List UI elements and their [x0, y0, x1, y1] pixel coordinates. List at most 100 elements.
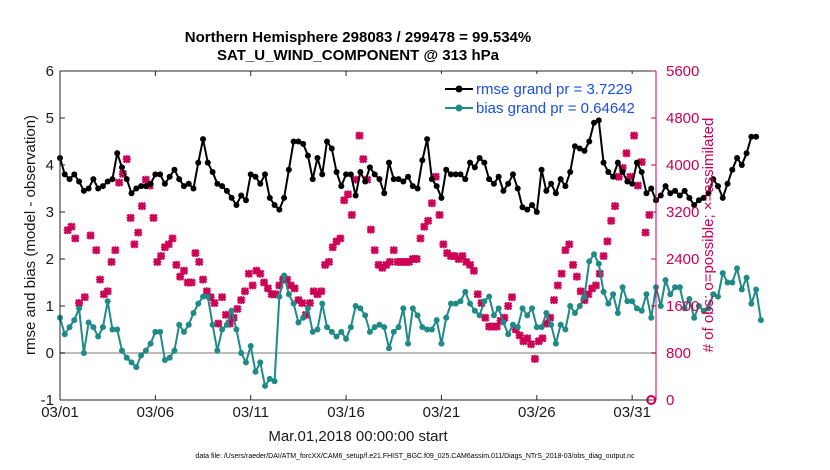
rmse-point: [209, 169, 216, 176]
legend-rmse-marker: [455, 85, 463, 93]
bias-point: [509, 321, 516, 328]
bias-point: [281, 272, 288, 279]
rmse-point: [266, 194, 273, 201]
assimilated-obs-marker: [599, 251, 608, 261]
bias-point: [571, 310, 578, 317]
rmse-point: [619, 169, 626, 176]
rmse-point: [357, 169, 364, 176]
bias-point: [195, 300, 202, 307]
right-tick-label: 4000: [666, 157, 699, 174]
bias-point: [223, 321, 230, 328]
assimilated-obs-marker: [111, 246, 120, 255]
rmse-point: [405, 173, 412, 180]
rmse-point: [281, 194, 288, 201]
assimilated-obs-marker: [576, 287, 585, 296]
bias-point: [724, 279, 731, 286]
rmse-point: [633, 159, 640, 166]
bias-point: [753, 286, 760, 293]
rmse-point: [486, 176, 493, 183]
rmse-point: [228, 194, 235, 201]
rmse-point: [76, 178, 83, 185]
right-tick-label: 1600: [666, 298, 699, 315]
assimilated-obs-marker: [633, 181, 643, 190]
rmse-point: [324, 138, 331, 145]
bias-point: [333, 333, 340, 340]
bias-point: [581, 293, 588, 300]
rmse-point: [161, 180, 168, 187]
rmse-point: [309, 176, 316, 183]
rmse-point: [104, 178, 111, 185]
assimilated-obs-marker: [385, 257, 395, 267]
rmse-point: [614, 159, 621, 166]
bias-point: [328, 328, 335, 335]
y-tick-label: 5: [46, 110, 54, 127]
assimilated-obs-marker: [240, 287, 250, 296]
bias-point: [252, 368, 259, 375]
rmse-point: [567, 169, 574, 176]
rmse-point: [748, 133, 755, 140]
rmse-point: [152, 171, 159, 178]
rmse-point: [242, 197, 249, 204]
bias-point: [123, 354, 130, 361]
bias-point: [648, 314, 655, 321]
assimilated-obs-marker: [572, 272, 581, 281]
rmse-point: [123, 176, 130, 183]
rmse-point: [390, 176, 397, 183]
assimilated-obs-marker: [74, 298, 84, 308]
x-tick-label: 03/26: [518, 404, 556, 421]
rmse-point: [133, 185, 140, 192]
bias-point: [443, 314, 450, 321]
assimilated-obs-marker: [191, 249, 200, 258]
x-tick-label: 03/16: [327, 404, 365, 421]
rmse-point: [681, 187, 688, 194]
bias-point: [691, 314, 698, 321]
bias-point: [667, 291, 674, 298]
rmse-point: [624, 178, 631, 185]
rmse-point: [648, 185, 655, 192]
rmse-point: [85, 185, 92, 192]
rmse-point: [214, 180, 221, 187]
rmse-point: [142, 183, 149, 190]
rmse-point: [667, 190, 674, 197]
bias-point: [610, 291, 617, 298]
bias-point: [324, 324, 331, 331]
rmse-point: [552, 190, 559, 197]
rmse-point: [705, 190, 712, 197]
assimilated-obs-marker: [305, 298, 314, 308]
rmse-point: [676, 192, 683, 199]
rmse-point: [271, 201, 278, 208]
right-tick-label: 5600: [666, 63, 699, 80]
bias-point: [80, 350, 87, 356]
bias-point: [362, 312, 369, 319]
bias-point: [705, 305, 712, 312]
assimilated-obs-marker: [610, 202, 620, 211]
bias-point: [629, 298, 636, 305]
rmse-point: [328, 145, 335, 152]
rmse-point: [719, 194, 726, 201]
rmse-point: [743, 150, 750, 157]
assimilated-obs-marker: [164, 240, 173, 249]
rmse-point: [257, 180, 264, 187]
assimilated-obs-marker: [557, 269, 566, 278]
bias-point: [157, 328, 164, 335]
rmse-point: [738, 162, 745, 168]
bias-point: [591, 251, 598, 258]
rmse-point: [424, 136, 431, 143]
bias-point: [519, 305, 526, 312]
bias-line: [59, 252, 762, 389]
bias-point: [304, 305, 311, 312]
rmse-point: [90, 176, 97, 183]
rmse-point: [409, 183, 416, 190]
bias-point: [438, 340, 445, 347]
bias-point: [657, 303, 664, 309]
rmse-point: [524, 206, 531, 213]
bias-point: [467, 300, 474, 307]
assimilated-obs-marker: [210, 298, 219, 308]
bias-point: [95, 333, 102, 340]
assimilated-obs-marker: [107, 257, 116, 267]
bias-point: [424, 326, 431, 333]
bias-point: [276, 293, 283, 300]
assimilated-obs-marker: [259, 278, 269, 287]
assimilated-obs-marker: [359, 155, 368, 164]
x-tick-label: 03/31: [613, 404, 651, 421]
